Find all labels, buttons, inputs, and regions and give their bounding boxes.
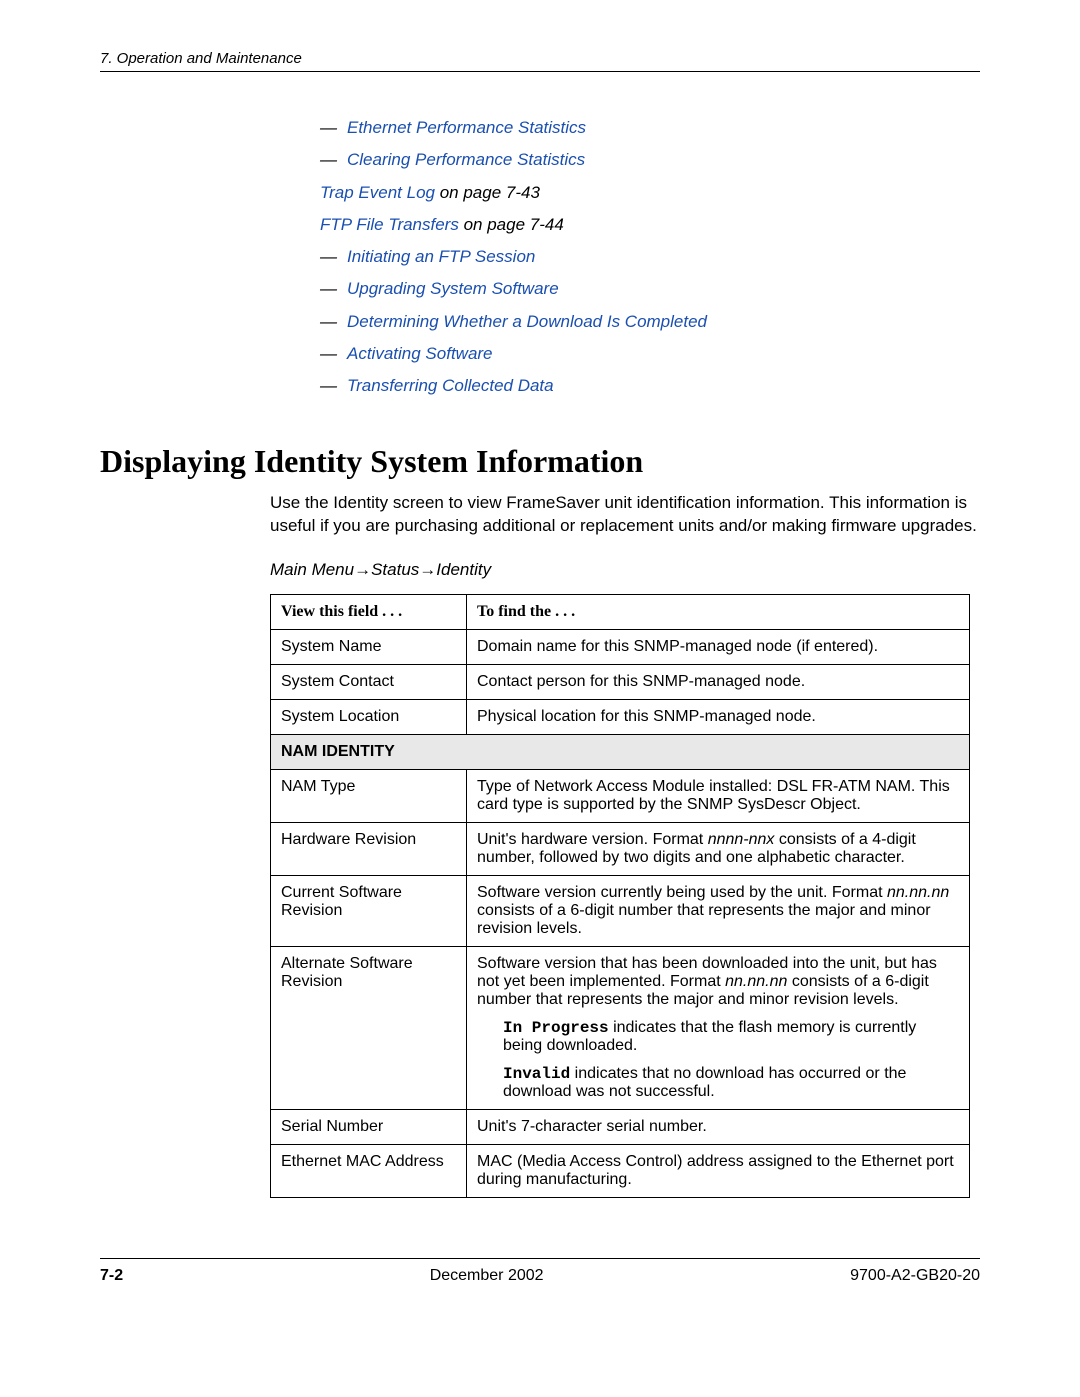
page-footer: 7-2 December 2002 9700-A2-GB20-20 [100,1258,980,1285]
cell-desc: Contact person for this SNMP-managed nod… [467,664,970,699]
table-row: System ContactContact person for this SN… [271,664,970,699]
toc-link[interactable]: Upgrading System Software [347,279,559,298]
toc-item: — Determining Whether a Download Is Compl… [320,306,980,338]
cell-desc: MAC (Media Access Control) address assig… [467,1144,970,1197]
footer-doc: 9700-A2-GB20-20 [850,1267,980,1285]
note-in-progress: In Progress indicates that the flash mem… [503,1019,959,1055]
toc-text: on page 7-43 [435,183,540,202]
toc-item: Trap Event Log on page 7-43 [320,177,980,209]
cell-desc: Type of Network Access Module installed:… [467,769,970,822]
cell-field: Hardware Revision [271,822,467,875]
table-row: Current Software RevisionSoftware versio… [271,875,970,946]
toc-item: FTP File Transfers on page 7-44 [320,209,980,241]
table-section-row: NAM IDENTITY [271,734,970,769]
cell-field: System Name [271,629,467,664]
dash-icon: — [320,118,337,137]
dash-icon: — [320,150,337,169]
cell-field: Ethernet MAC Address [271,1144,467,1197]
toc-item: — Upgrading System Software [320,273,980,305]
toc-link[interactable]: Trap Event Log [320,183,435,202]
cell-desc: Software version currently being used by… [467,875,970,946]
intro-paragraph: Use the Identity screen to view FrameSav… [270,492,980,538]
dash-icon: — [320,344,337,363]
footer-date: December 2002 [430,1267,544,1285]
cell-field: Alternate Software Revision [271,946,467,1109]
toc-text: on page 7-44 [459,215,564,234]
menu-path: Main Menu→Status→Identity [270,560,980,580]
toc-link[interactable]: Determining Whether a Download Is Comple… [347,312,707,331]
section-heading: Displaying Identity System Information [100,443,980,480]
toc-link[interactable]: Activating Software [347,344,493,363]
cell-field: System Contact [271,664,467,699]
chapter-header: 7. Operation and Maintenance [100,50,980,67]
toc-link[interactable]: Transferring Collected Data [347,376,554,395]
cell-field: NAM Type [271,769,467,822]
cell-desc: Unit's 7-character serial number. [467,1109,970,1144]
note-invalid: Invalid indicates that no download has o… [503,1065,959,1101]
toc-link[interactable]: Initiating an FTP Session [347,247,535,266]
dash-icon: — [320,312,337,331]
table-row: Serial NumberUnit's 7-character serial n… [271,1109,970,1144]
cell-field: Serial Number [271,1109,467,1144]
toc-link[interactable]: Clearing Performance Statistics [347,150,585,169]
table-row: Hardware RevisionUnit's hardware version… [271,822,970,875]
dash-icon: — [320,247,337,266]
th-field: View this field . . . [271,594,467,629]
th-find: To find the . . . [467,594,970,629]
toc-item: — Activating Software [320,338,980,370]
toc-link[interactable]: FTP File Transfers [320,215,459,234]
footer-page: 7-2 [100,1267,123,1285]
toc-item: — Ethernet Performance Statistics [320,112,980,144]
toc-item: — Initiating an FTP Session [320,241,980,273]
cell-field: System Location [271,699,467,734]
cell-desc: Physical location for this SNMP-managed … [467,699,970,734]
section-label: NAM IDENTITY [271,734,970,769]
toc-item: — Clearing Performance Statistics [320,144,980,176]
table-row: NAM TypeType of Network Access Module in… [271,769,970,822]
table-row: Ethernet MAC AddressMAC (Media Access Co… [271,1144,970,1197]
table-row: System LocationPhysical location for thi… [271,699,970,734]
dash-icon: — [320,279,337,298]
cell-desc: Unit's hardware version. Format nnnn-nnx… [467,822,970,875]
table-row: System NameDomain name for this SNMP-man… [271,629,970,664]
cell-desc: Software version that has been downloade… [467,946,970,1109]
toc-link[interactable]: Ethernet Performance Statistics [347,118,586,137]
identity-table: View this field . . . To find the . . . … [270,594,970,1198]
header-rule [100,71,980,72]
cell-field: Current Software Revision [271,875,467,946]
cell-desc: Domain name for this SNMP-managed node (… [467,629,970,664]
toc-item: — Transferring Collected Data [320,370,980,402]
dash-icon: — [320,376,337,395]
toc-list: — Ethernet Performance Statistics — Clearin… [320,112,980,403]
table-row: Alternate Software RevisionSoftware vers… [271,946,970,1109]
